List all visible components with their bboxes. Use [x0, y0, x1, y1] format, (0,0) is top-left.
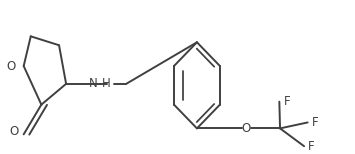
- Text: O: O: [9, 125, 18, 138]
- Text: F: F: [308, 140, 315, 153]
- Text: H: H: [102, 77, 110, 90]
- Text: F: F: [284, 95, 290, 108]
- Text: O: O: [242, 122, 251, 135]
- Text: O: O: [7, 60, 16, 73]
- Text: F: F: [312, 116, 318, 129]
- Text: N: N: [88, 77, 97, 90]
